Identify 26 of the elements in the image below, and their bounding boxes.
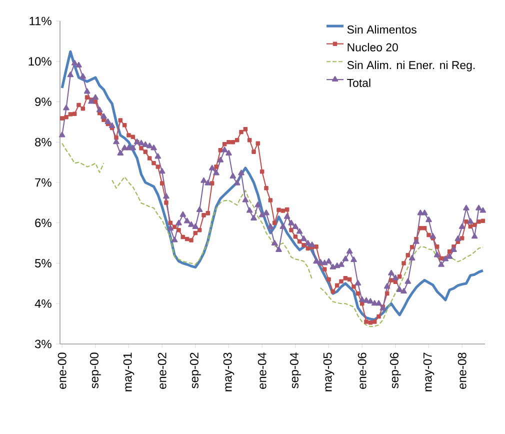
x-tick-label: may-03 [223,352,234,392]
y-tick-label: 9% [35,98,52,106]
x-tick-label: ene-04 [258,352,266,389]
x-tick-label: ene-00 [58,352,66,389]
y-tick-label: 5% [35,259,52,268]
x-tick-label: sep-02 [190,352,201,388]
x-tick-label: sep-04 [290,352,301,388]
x-tick-label: may-01 [123,352,134,392]
x-tick-label: sep-00 [90,352,101,388]
y-tick-label: 10% [28,57,52,66]
legend-label: Sin Alimentos [347,25,416,34]
x-tick-label: ene-02 [158,352,166,389]
legend-label: Sin Alim. ni Ener. ni Reg. [347,60,475,72]
x-tick-label: may-05 [323,352,334,392]
legend-label: Total [347,78,370,88]
y-tick-label: 3% [34,340,52,348]
x-tick-label: sep-06 [390,352,401,388]
x-tick-label: ene-06 [358,352,366,389]
y-tick-label: 11% [30,16,52,26]
x-tick-label: ene-08 [458,352,466,389]
y-tick-label: 4% [34,299,52,308]
y-tick-label: 8% [35,138,52,146]
legend-label: Nucleo 20 [348,42,398,52]
y-tick-label: 6% [35,218,52,228]
x-tick-label: may-07 [423,352,434,392]
y-tick-label: 7% [35,178,52,187]
